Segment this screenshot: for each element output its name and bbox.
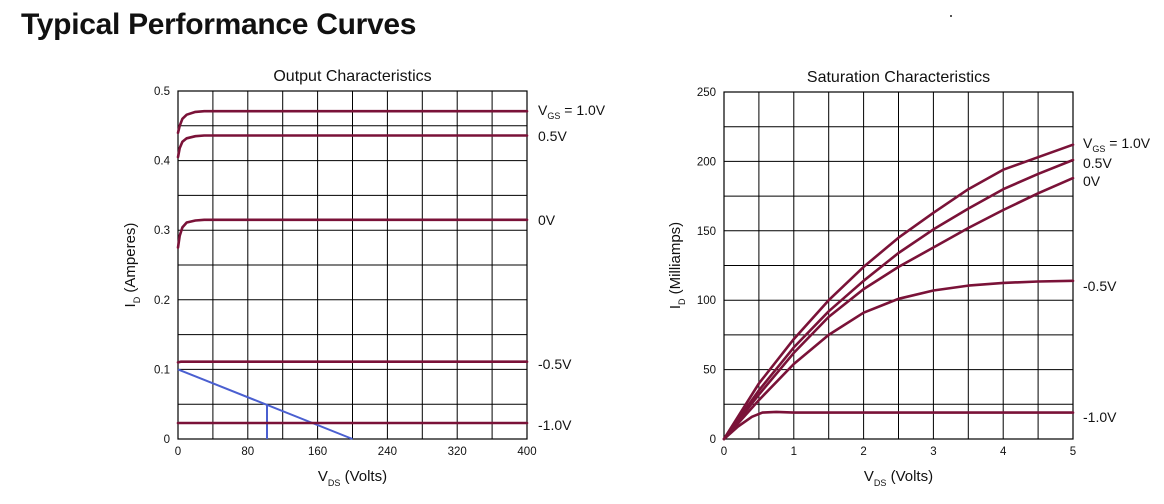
y-tick-label: 250 — [697, 87, 716, 99]
x-axis-label: VDS (Volts) — [318, 468, 387, 488]
x-tick-label: 0 — [721, 446, 727, 458]
series-label: VGS = 1.0V — [1083, 135, 1151, 154]
y-tick-label: 50 — [703, 365, 716, 377]
y-tick-label: 150 — [697, 226, 716, 238]
series-curve — [722, 410, 1075, 441]
series-curve — [722, 158, 1075, 441]
y-axis-label: ID (Milliamps) — [667, 222, 687, 309]
x-tick-label: 1 — [791, 446, 797, 458]
x-tick-label: 160 — [308, 446, 327, 458]
y-tick-label: 0.4 — [154, 156, 171, 168]
y-tick-label: 100 — [697, 295, 716, 307]
series-label: 0V — [1083, 173, 1101, 189]
y-tick-label: 0.1 — [154, 364, 170, 376]
chart-title: Output Characteristics — [273, 68, 431, 85]
series-label: VGS = 1.0V — [538, 102, 606, 121]
y-tick-label: 0.5 — [154, 86, 170, 98]
series-label: -1.0V — [538, 417, 572, 433]
output-characteristics-chart: Output Characteristics 0 80 160 240 320 400 0 0.… — [122, 68, 606, 488]
x-tick-label: 80 — [241, 446, 254, 458]
x-tick-label: 320 — [448, 446, 467, 458]
x-tick-label: 5 — [1070, 446, 1076, 458]
series-label: -1.0V — [1083, 409, 1117, 425]
series-curve — [722, 143, 1075, 441]
y-tick-label: 200 — [697, 156, 716, 168]
series-curve — [176, 109, 529, 135]
series-curve — [176, 134, 529, 159]
x-tick-label: 400 — [517, 446, 536, 458]
y-tick-label: 0.2 — [154, 295, 170, 307]
series-label: -0.5V — [538, 356, 572, 372]
x-axis-label: VDS (Volts) — [864, 468, 933, 488]
load-line — [177, 368, 353, 440]
y-tick-label: 0 — [164, 434, 170, 446]
x-tick-label: 240 — [378, 446, 397, 458]
chart-title: Saturation Characteristics — [807, 69, 990, 86]
series-curve — [176, 360, 529, 364]
y-tick-label: 0.3 — [154, 225, 170, 237]
page-title: Typical Performance Curves — [21, 8, 417, 41]
series-label: 0V — [538, 212, 556, 228]
y-axis-label: ID (Amperes) — [122, 223, 142, 308]
x-tick-label: 3 — [930, 446, 936, 458]
x-tick-label: 4 — [1000, 446, 1007, 458]
x-tick-label: 0 — [175, 446, 181, 458]
series-label: -0.5V — [1083, 278, 1117, 294]
y-tick-label: 0 — [710, 434, 716, 446]
x-tick-label: 2 — [860, 446, 866, 458]
stray-dot — [950, 15, 952, 17]
plot-frame — [723, 91, 1074, 440]
series-curve — [722, 176, 1075, 441]
series-curve — [722, 279, 1075, 441]
series-label: 0.5V — [1083, 155, 1112, 171]
series-label: 0.5V — [538, 128, 567, 144]
series-curve — [176, 218, 529, 249]
